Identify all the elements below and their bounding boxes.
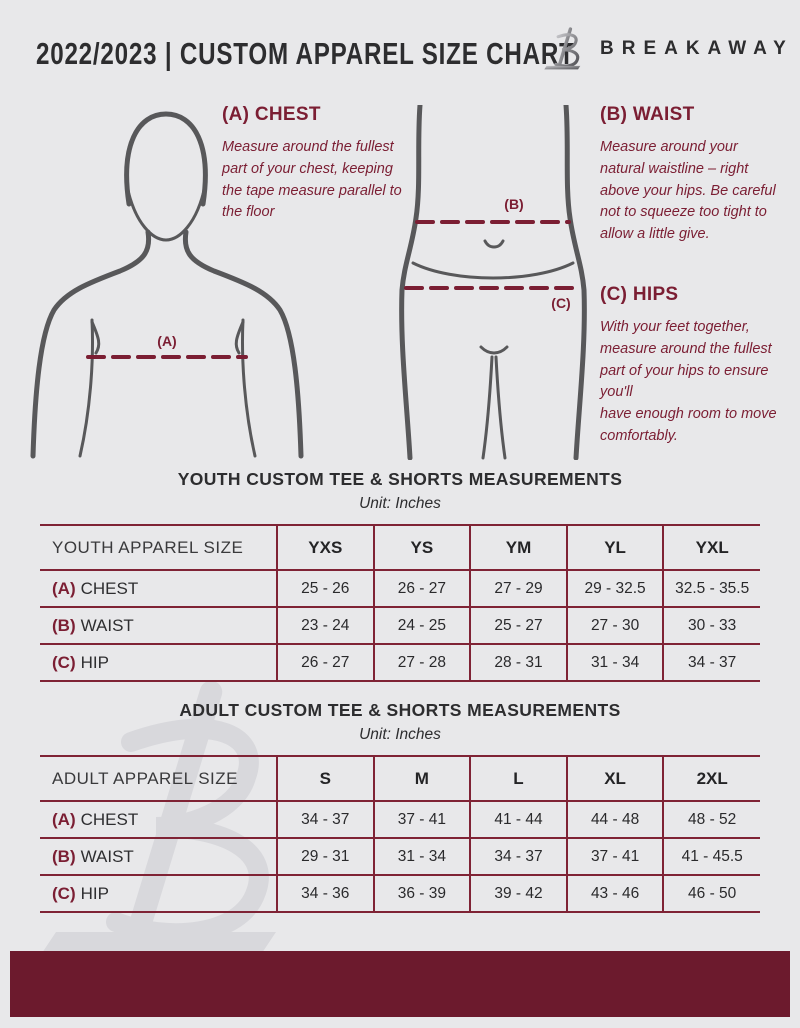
- size-label-header: YOUTH APPAREL SIZE: [40, 524, 277, 571]
- measurement-value: 36 - 39: [372, 875, 471, 913]
- youth-size-table: YOUTH APPAREL SIZE YXS YS YM YL YXL (A) CHEST 25…: [40, 524, 760, 682]
- page-title: 2022/2023 | CUSTOM APPAREL SIZE CHART: [36, 36, 575, 71]
- measurement-value: 28 - 31: [469, 644, 567, 682]
- brand-lockup: BREAKAWAY: [542, 24, 794, 74]
- chest-marker-label: (A): [157, 333, 176, 349]
- adult-table-heading: ADULT CUSTOM TEE & SHORTS MEASUREMENTS U…: [0, 700, 800, 744]
- row-marker: (B): [52, 846, 76, 866]
- measurement-value: 34 - 37: [276, 801, 374, 839]
- measurement-value: 23 - 24: [276, 607, 374, 645]
- size-column-header: YS: [372, 524, 471, 571]
- row-label: CHEST: [80, 578, 139, 598]
- size-column-header: YXS: [276, 524, 374, 571]
- measurement-value: 30 - 33: [662, 607, 760, 645]
- waist-marker-label: (B): [504, 196, 523, 212]
- measurement-value: 34 - 37: [469, 838, 567, 876]
- measurement-value: 25 - 27: [469, 607, 567, 645]
- measurement-value: 25 - 26: [276, 570, 374, 608]
- measurement-row-label: (C) HIP: [40, 875, 277, 913]
- row-label: HIP: [80, 883, 109, 903]
- hips-marker-label: (C): [551, 295, 570, 311]
- row-label: HIP: [80, 652, 109, 672]
- measurement-value: 32.5 - 35.5: [662, 570, 760, 608]
- measurement-row-label: (A) CHEST: [40, 801, 277, 839]
- measurement-value: 34 - 37: [662, 644, 760, 682]
- row-label: WAIST: [80, 846, 134, 866]
- chest-instruction-heading: (A) CHEST: [222, 104, 321, 125]
- measurement-value: 39 - 42: [469, 875, 567, 913]
- measurement-value: 26 - 27: [372, 570, 471, 608]
- table-row: (C) HIP 26 - 27 27 - 28 28 - 31 31 - 34 34 - 3…: [40, 644, 760, 682]
- table-row: (C) HIP 34 - 36 36 - 39 39 - 42 43 - 46 46 - 5…: [40, 875, 760, 913]
- row-marker: (C): [52, 883, 76, 903]
- measurement-value: 48 - 52: [662, 801, 760, 839]
- hips-instruction-body: With your feet together, measure around …: [600, 319, 777, 444]
- hips-instruction-heading: (C) HIPS: [600, 284, 679, 305]
- adult-table-unit: Unit: Inches: [359, 726, 441, 743]
- measurement-value: 27 - 29: [469, 570, 567, 608]
- table-row: (B) WAIST 23 - 24 24 - 25 25 - 27 27 - 30 30 -…: [40, 607, 760, 645]
- size-label-header: ADULT APPAREL SIZE: [40, 755, 277, 802]
- measurement-value: 46 - 50: [662, 875, 760, 913]
- chest-instruction: (A) CHEST Measure around the fullest par…: [222, 104, 406, 224]
- measurement-value: 43 - 46: [565, 875, 664, 913]
- measurement-row-label: (B) WAIST: [40, 838, 277, 876]
- size-column-header: YM: [469, 524, 567, 571]
- size-column-header: M: [372, 755, 471, 802]
- youth-table-title: YOUTH CUSTOM TEE & SHORTS MEASUREMENTS: [177, 469, 623, 489]
- size-column-header: YXL: [662, 524, 760, 571]
- measurement-value: 24 - 25: [372, 607, 471, 645]
- measurement-value: 26 - 27: [276, 644, 374, 682]
- waist-instruction-body: Measure around your natural waistline – …: [600, 139, 776, 242]
- chest-figure-illustration: (A): [30, 111, 304, 459]
- row-marker: (C): [52, 652, 76, 672]
- size-column-header: L: [469, 755, 567, 802]
- row-label: WAIST: [80, 615, 134, 635]
- youth-table-heading: YOUTH CUSTOM TEE & SHORTS MEASUREMENTS U…: [0, 469, 800, 513]
- measurement-value: 41 - 44: [469, 801, 567, 839]
- measurement-value: 37 - 41: [372, 801, 471, 839]
- measurement-value: 29 - 32.5: [565, 570, 664, 608]
- measurement-value: 29 - 31: [276, 838, 374, 876]
- table-header-row: ADULT APPAREL SIZE S M L XL 2XL: [40, 755, 760, 802]
- table-header-row: YOUTH APPAREL SIZE YXS YS YM YL YXL: [40, 524, 760, 571]
- hips-instruction: (C) HIPS With your feet together, measur…: [600, 284, 788, 448]
- waist-instruction-heading: (B) WAIST: [600, 104, 695, 125]
- youth-table-unit: Unit: Inches: [359, 495, 441, 512]
- measurement-value: 44 - 48: [565, 801, 664, 839]
- measurement-value: 34 - 36: [276, 875, 374, 913]
- row-marker: (A): [52, 578, 76, 598]
- measurement-value: 27 - 30: [565, 607, 664, 645]
- row-marker: (B): [52, 615, 76, 635]
- table-row: (B) WAIST 29 - 31 31 - 34 34 - 37 37 - 41 41 -…: [40, 838, 760, 876]
- footer-accent-bar: [10, 951, 790, 1017]
- adult-table-title: ADULT CUSTOM TEE & SHORTS MEASUREMENTS: [179, 700, 621, 720]
- hips-figure-illustration: (B) (C): [399, 105, 587, 460]
- size-column-header: YL: [565, 524, 664, 571]
- measurement-value: 41 - 45.5: [662, 838, 760, 876]
- chest-instruction-body: Measure around the fullest part of your …: [222, 139, 402, 221]
- row-label: CHEST: [80, 809, 139, 829]
- measurement-value: 37 - 41: [565, 838, 664, 876]
- measurement-row-label: (A) CHEST: [40, 570, 277, 608]
- size-column-header: S: [276, 755, 374, 802]
- measurement-value: 31 - 34: [565, 644, 664, 682]
- size-column-header: XL: [565, 755, 664, 802]
- waist-instruction: (B) WAIST Measure around your natural wa…: [600, 104, 778, 246]
- measurement-row-label: (B) WAIST: [40, 607, 277, 645]
- measurement-value: 27 - 28: [372, 644, 471, 682]
- breakaway-logo-icon: [544, 27, 581, 70]
- brand-name: BREAKAWAY: [600, 38, 794, 59]
- measurement-row-label: (C) HIP: [40, 644, 277, 682]
- size-column-header: 2XL: [662, 755, 760, 802]
- table-row: (A) CHEST 25 - 26 26 - 27 27 - 29 29 - 32.5 32…: [40, 570, 760, 608]
- measurement-value: 31 - 34: [372, 838, 471, 876]
- row-marker: (A): [52, 809, 76, 829]
- table-row: (A) CHEST 34 - 37 37 - 41 41 - 44 44 - 48 48 -…: [40, 801, 760, 839]
- adult-size-table: ADULT APPAREL SIZE S M L XL 2XL (A) CHEST 34 - 3…: [40, 755, 760, 913]
